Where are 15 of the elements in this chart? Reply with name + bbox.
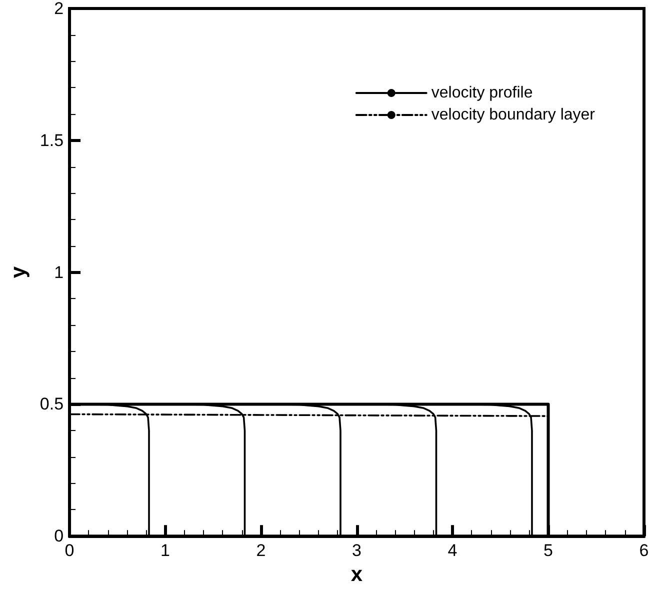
x-tick-label: 1 bbox=[160, 541, 170, 560]
x-tick-label: 3 bbox=[352, 541, 362, 560]
legend-label: velocity boundary layer bbox=[431, 106, 596, 124]
y-tick-label: 2 bbox=[54, 0, 64, 18]
y-tick-label: 0 bbox=[54, 526, 64, 546]
x-tick-label: 6 bbox=[639, 541, 649, 560]
x-tick-label: 2 bbox=[256, 541, 266, 560]
y-tick-label: 1 bbox=[54, 262, 64, 282]
y-tick-label: 0.5 bbox=[40, 394, 64, 414]
y-tick-label: 1.5 bbox=[40, 130, 64, 150]
y-axis-title: y bbox=[7, 266, 30, 278]
x-tick-label: 4 bbox=[448, 541, 458, 560]
x-tick-label: 5 bbox=[544, 541, 553, 560]
x-axis-title: x bbox=[350, 563, 363, 586]
legend-label: velocity profile bbox=[431, 84, 533, 102]
